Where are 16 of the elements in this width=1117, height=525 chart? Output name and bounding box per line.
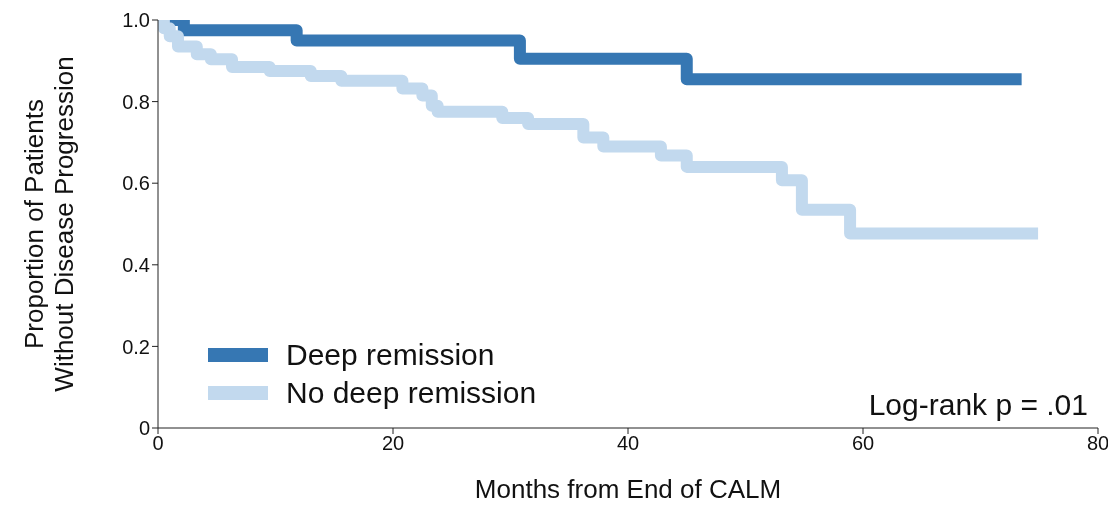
y-tick-label: 0.8: [122, 90, 150, 113]
y-tick-label: 0.4: [122, 253, 150, 276]
legend-label: Deep remission: [286, 338, 495, 372]
annotation: Log-rank p = .01: [868, 388, 1088, 422]
y-tick-label: 0: [138, 417, 150, 440]
y-tick-label: 0.6: [122, 172, 150, 195]
x-tick-label: 60: [851, 432, 875, 455]
x-tick-label: 80: [1086, 432, 1110, 455]
y-tick-label: 1.0: [122, 9, 150, 32]
x-axis-title: Months from End of CALM: [474, 474, 782, 504]
y-axis-title: Proportion of Patients Without Disease Progression: [19, 56, 79, 392]
x-tick-label: 40: [616, 432, 640, 455]
x-tick-label: 20: [381, 432, 405, 455]
y-tick-label: 0.2: [122, 335, 150, 358]
x-tick-label: 0: [152, 432, 164, 455]
legend-label: No deep remission: [286, 376, 537, 410]
